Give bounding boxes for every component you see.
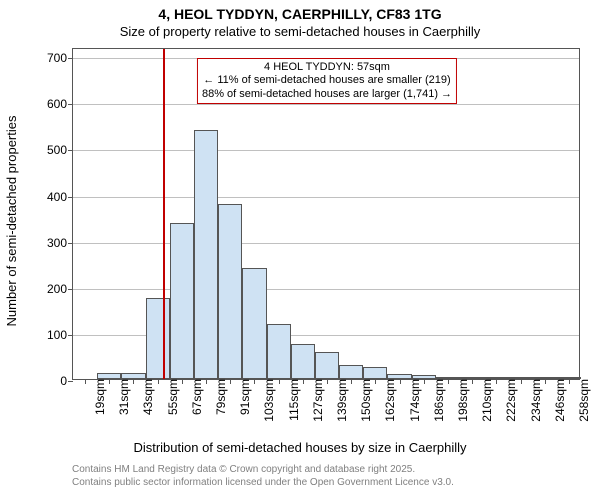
x-tick bbox=[448, 379, 449, 384]
histogram-bar bbox=[315, 352, 339, 379]
x-tick-label: 186sqm bbox=[430, 379, 446, 422]
histogram-bar bbox=[363, 367, 387, 379]
x-tick bbox=[85, 379, 86, 384]
y-tick-label: 500 bbox=[47, 143, 73, 157]
x-tick bbox=[569, 379, 570, 384]
y-tick-label: 200 bbox=[47, 282, 73, 296]
x-tick-label: 222sqm bbox=[502, 379, 518, 422]
x-tick-label: 198sqm bbox=[454, 379, 470, 422]
gridline bbox=[73, 104, 579, 105]
x-tick-label: 258sqm bbox=[575, 379, 591, 422]
y-tick-label: 300 bbox=[47, 236, 73, 250]
x-tick bbox=[109, 379, 110, 384]
histogram-bar bbox=[242, 268, 266, 379]
footer-line-2: Contains public sector information licen… bbox=[72, 477, 454, 488]
y-tick-label: 100 bbox=[47, 328, 73, 342]
x-tick bbox=[254, 379, 255, 384]
annotation-line: 4 HEOL TYDDYN: 57sqm bbox=[202, 61, 452, 74]
x-tick-label: 103sqm bbox=[260, 379, 276, 422]
property-marker-line bbox=[163, 49, 165, 379]
histogram-bar bbox=[218, 204, 242, 379]
x-tick-label: 19sqm bbox=[91, 379, 107, 415]
histogram-bar bbox=[339, 365, 363, 379]
x-tick bbox=[230, 379, 231, 384]
histogram-bar bbox=[267, 324, 291, 379]
x-tick-label: 43sqm bbox=[139, 379, 155, 415]
x-tick bbox=[182, 379, 183, 384]
x-tick-label: 246sqm bbox=[551, 379, 567, 422]
x-tick bbox=[472, 379, 473, 384]
x-tick bbox=[351, 379, 352, 384]
y-tick-label: 600 bbox=[47, 97, 73, 111]
gridline bbox=[73, 289, 579, 290]
x-tick bbox=[133, 379, 134, 384]
x-tick-label: 150sqm bbox=[357, 379, 373, 422]
x-tick-label: 162sqm bbox=[381, 379, 397, 422]
x-tick-label: 79sqm bbox=[212, 379, 228, 415]
x-tick bbox=[303, 379, 304, 384]
x-tick-label: 127sqm bbox=[309, 379, 325, 422]
x-tick bbox=[206, 379, 207, 384]
annotation-box: 4 HEOL TYDDYN: 57sqm← 11% of semi-detach… bbox=[197, 58, 457, 104]
x-tick-label: 234sqm bbox=[527, 379, 543, 422]
annotation-line: 88% of semi-detached houses are larger (… bbox=[202, 88, 452, 101]
histogram-bar bbox=[146, 298, 170, 379]
x-tick-label: 31sqm bbox=[115, 379, 131, 415]
y-axis-label: Number of semi-detached properties bbox=[4, 116, 19, 327]
x-tick bbox=[400, 379, 401, 384]
footer-line-1: Contains HM Land Registry data © Crown c… bbox=[72, 464, 415, 475]
y-tick-label: 400 bbox=[47, 190, 73, 204]
x-tick-label: 55sqm bbox=[164, 379, 180, 415]
x-tick-label: 91sqm bbox=[236, 379, 252, 415]
x-axis-label: Distribution of semi-detached houses by … bbox=[0, 440, 600, 455]
x-tick bbox=[521, 379, 522, 384]
x-tick bbox=[545, 379, 546, 384]
chart-subtitle: Size of property relative to semi-detach… bbox=[0, 24, 600, 39]
x-tick bbox=[375, 379, 376, 384]
gridline bbox=[73, 197, 579, 198]
annotation-line: ← 11% of semi-detached houses are smalle… bbox=[202, 74, 452, 87]
x-tick-label: 67sqm bbox=[188, 379, 204, 415]
gridline bbox=[73, 243, 579, 244]
x-tick bbox=[496, 379, 497, 384]
x-tick-label: 139sqm bbox=[333, 379, 349, 422]
histogram-bar bbox=[170, 223, 194, 379]
histogram-bar bbox=[291, 344, 315, 379]
x-tick-label: 210sqm bbox=[478, 379, 494, 422]
x-tick bbox=[158, 379, 159, 384]
plot-area: 010020030040050060070019sqm31sqm43sqm55s… bbox=[72, 48, 580, 380]
y-tick-label: 0 bbox=[60, 374, 73, 388]
chart-title: 4, HEOL TYDDYN, CAERPHILLY, CF83 1TG bbox=[0, 6, 600, 22]
gridline bbox=[73, 150, 579, 151]
histogram-bar bbox=[194, 130, 218, 379]
x-tick bbox=[424, 379, 425, 384]
x-tick bbox=[327, 379, 328, 384]
y-tick-label: 700 bbox=[47, 51, 73, 65]
x-tick-label: 174sqm bbox=[406, 379, 422, 422]
chart-container: 4, HEOL TYDDYN, CAERPHILLY, CF83 1TG Siz… bbox=[0, 0, 600, 500]
x-tick bbox=[279, 379, 280, 384]
x-tick-label: 115sqm bbox=[285, 379, 301, 421]
